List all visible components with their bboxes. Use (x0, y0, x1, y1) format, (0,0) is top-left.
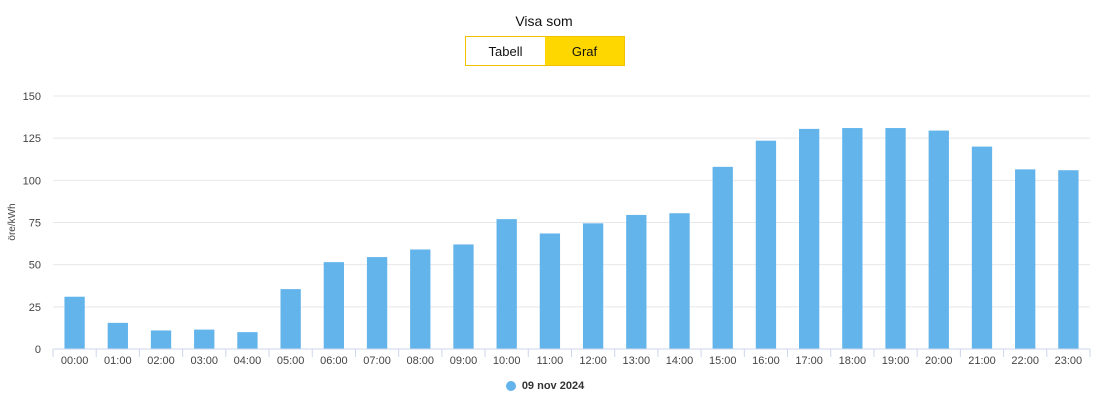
x-tick-label: 20:00 (925, 355, 953, 367)
bar[interactable] (1015, 169, 1036, 349)
bar[interactable] (971, 146, 993, 349)
x-tick-label: 01:00 (104, 355, 132, 367)
bar[interactable] (669, 213, 690, 349)
bar[interactable] (150, 330, 172, 349)
legend-dot-icon (505, 381, 516, 391)
bar[interactable] (842, 128, 863, 349)
y-tick-label: 125 (23, 133, 41, 145)
x-tick-label: 06:00 (320, 355, 348, 367)
y-tick-label: 50 (29, 260, 41, 272)
legend-series-label: 09 nov 2024 (521, 380, 585, 392)
legend[interactable]: 09 nov 2024 (0, 380, 1090, 392)
bar[interactable] (410, 249, 431, 349)
y-axis-ticks: 0 25 50 75 100 125 150 (23, 91, 41, 356)
x-tick-label: 09:00 (450, 355, 478, 367)
bar[interactable] (64, 296, 85, 349)
y-tick-label: 0 (35, 344, 41, 356)
bar[interactable] (798, 128, 820, 349)
x-tick-label: 14:00 (666, 355, 694, 367)
bar[interactable] (107, 322, 128, 349)
bar[interactable] (366, 257, 388, 349)
y-tick-label: 150 (23, 91, 41, 103)
tab-graf[interactable]: Graf (545, 37, 624, 65)
bar[interactable] (453, 244, 474, 349)
bar[interactable] (712, 166, 733, 349)
bar[interactable] (928, 130, 949, 349)
y-axis-title: öre/kWh (7, 203, 18, 240)
x-tick-label: 18:00 (839, 355, 867, 367)
x-tick-label: 04:00 (234, 355, 262, 367)
x-tick-label: 10:00 (493, 355, 521, 367)
y-tick-label: 75 (29, 218, 41, 230)
bar[interactable] (194, 329, 215, 349)
x-tick-label: 05:00 (277, 355, 305, 367)
x-tick-label: 03:00 (190, 355, 218, 367)
bars (64, 128, 1079, 349)
x-tick-label: 21:00 (968, 355, 996, 367)
bar[interactable] (496, 219, 517, 349)
x-tick-label: 23:00 (1055, 355, 1083, 367)
bar[interactable] (323, 262, 345, 349)
x-tick-label: 16:00 (752, 355, 780, 367)
tab-tabell[interactable]: Tabell (466, 37, 545, 65)
y-tick-label: 100 (23, 175, 41, 187)
y-tick-label: 25 (29, 302, 41, 314)
grid-lines (53, 95, 1090, 308)
x-tick-label: 00:00 (61, 355, 89, 367)
bar[interactable] (885, 128, 906, 349)
bar[interactable] (1058, 170, 1079, 349)
view-toggle-title: Visa som (515, 13, 573, 29)
x-tick-label: 08:00 (407, 355, 435, 367)
x-tick-label: 12:00 (579, 355, 607, 367)
bar[interactable] (237, 332, 258, 349)
x-tick-label: 15:00 (709, 355, 737, 367)
x-tick-label: 11:00 (537, 355, 564, 367)
x-tick-label: 07:00 (363, 355, 391, 367)
bar[interactable] (280, 289, 301, 349)
x-tick-label: 19:00 (882, 355, 910, 367)
x-axis-ticks: 00:00 01:00 02:00 03:00 04:00 05:00 06:00 07:00… (61, 355, 1082, 367)
x-axis (52, 348, 1091, 357)
x-tick-label: 17:00 (795, 355, 823, 367)
x-tick-label: 02:00 (147, 355, 175, 367)
bar[interactable] (582, 223, 604, 349)
bar[interactable] (755, 140, 777, 349)
bar[interactable] (539, 233, 561, 349)
x-tick-label: 22:00 (1011, 355, 1039, 367)
bar[interactable] (626, 214, 647, 349)
view-toggle: Tabell Graf (465, 36, 625, 66)
x-tick-label: 13:00 (623, 355, 651, 367)
